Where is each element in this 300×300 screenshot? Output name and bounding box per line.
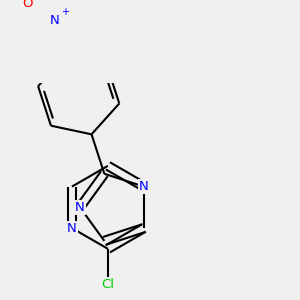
Text: N: N [67,222,77,235]
Text: N: N [139,180,149,193]
Text: Cl: Cl [101,278,114,291]
Text: N: N [50,14,59,27]
Text: +: + [61,8,69,17]
Text: N: N [75,201,85,214]
Text: O: O [22,0,32,10]
